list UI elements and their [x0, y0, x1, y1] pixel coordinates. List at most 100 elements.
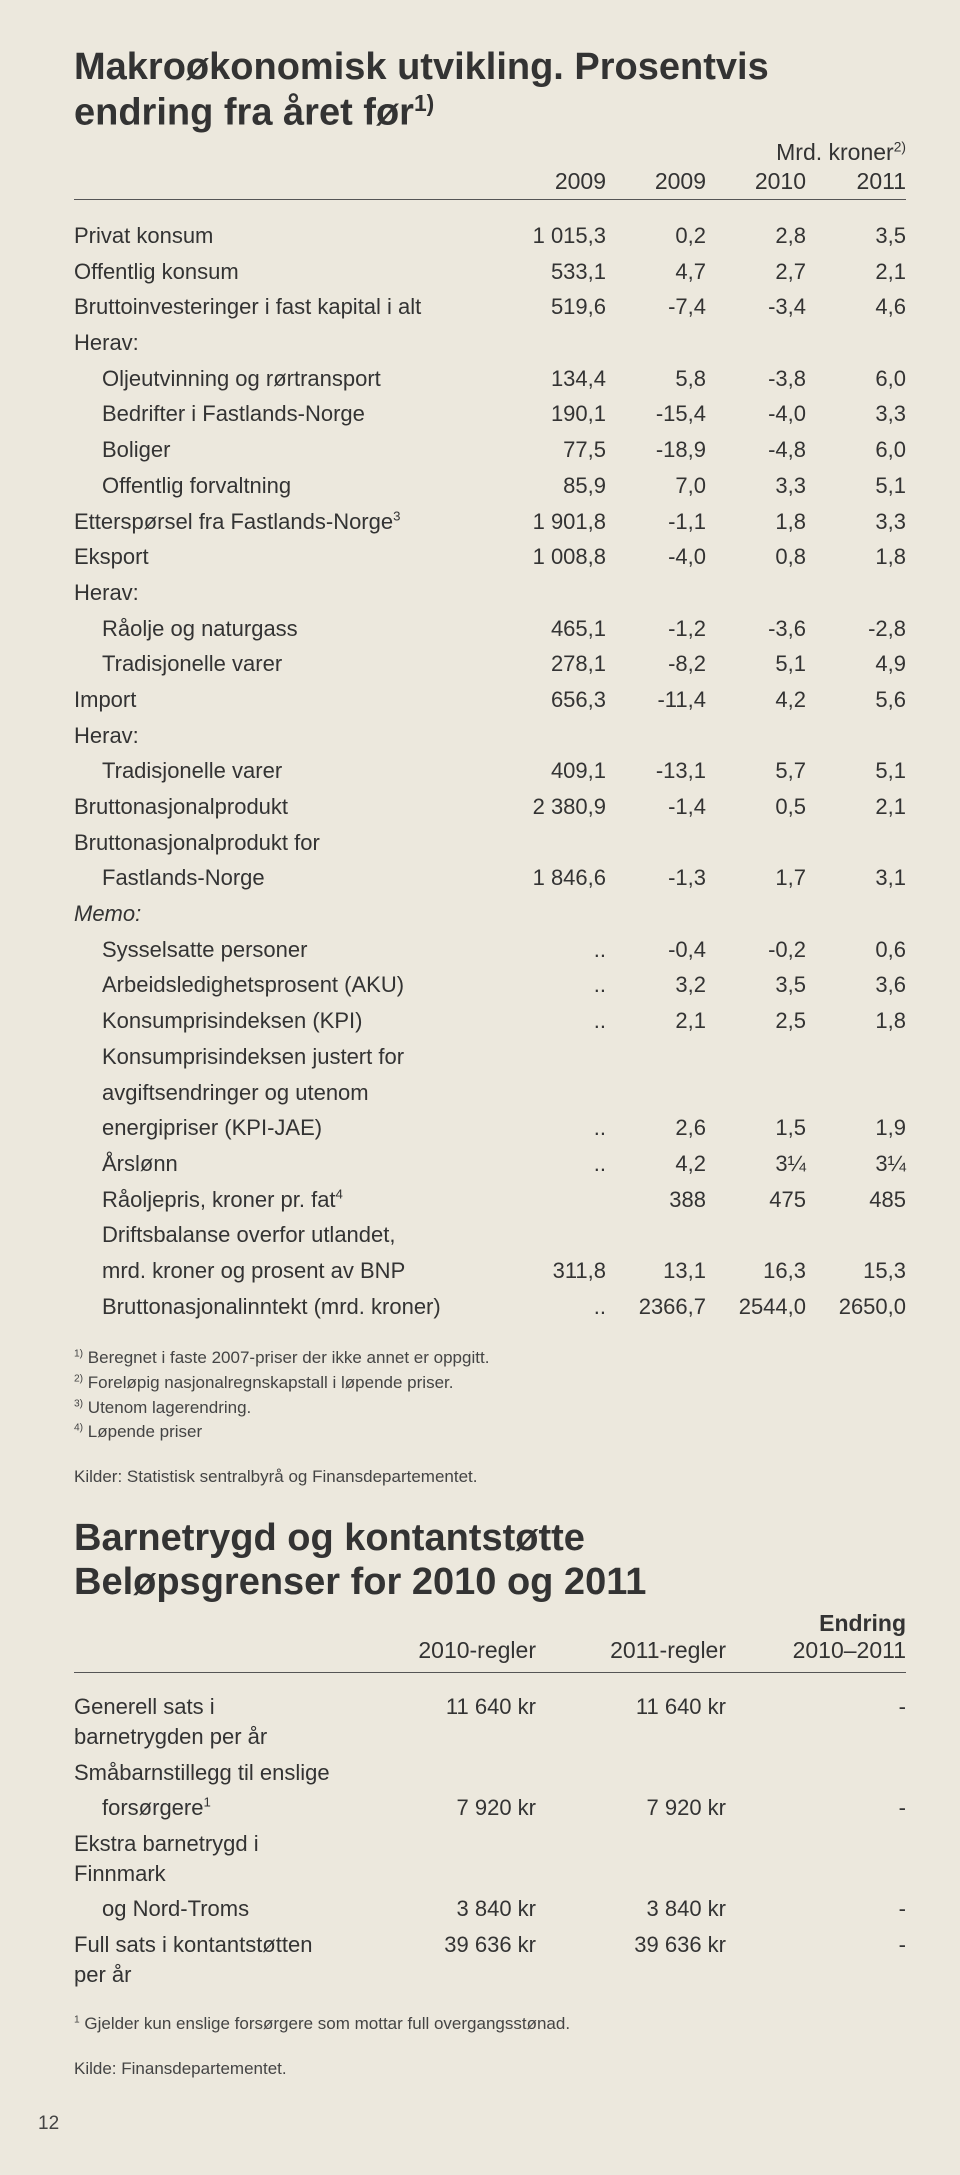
row-value: 0,8: [706, 539, 806, 575]
row-value: -3,6: [706, 611, 806, 647]
col-header: Mrd. kroner2): [776, 139, 906, 166]
row-value: 6,0: [806, 361, 906, 397]
table-row: Driftsbalanse overfor utlandet,: [74, 1217, 906, 1253]
row-value: [806, 718, 906, 754]
table-row: forsørgere17 920 kr7 920 kr-: [74, 1790, 906, 1826]
table-row: Import656,3-11,44,25,6: [74, 682, 906, 718]
table-row: Småbarnstillegg til enslige: [74, 1755, 906, 1791]
table-row: Offentlig forvaltning85,97,03,35,1: [74, 468, 906, 504]
row-value: 388: [606, 1182, 706, 1218]
row-value: [506, 1075, 606, 1111]
section1-rule: [74, 199, 906, 200]
row-value: 0,2: [606, 218, 706, 254]
section2-header-cols: 2010-regler 2011-regler 2010–2011: [74, 1637, 906, 1664]
row-value: -8,2: [606, 646, 706, 682]
row-label: Bruttonasjonalprodukt: [74, 789, 506, 825]
row-value: [506, 1217, 606, 1253]
row-value: 5,1: [706, 646, 806, 682]
row-value: 1 901,8: [506, 504, 606, 540]
row-value: 1,8: [806, 1003, 906, 1039]
title-line2: endring fra året før: [74, 91, 414, 133]
row-label: Konsumprisindeksen (KPI): [74, 1003, 506, 1039]
row-value: [536, 1755, 726, 1791]
row-value: [706, 825, 806, 861]
row-value: -15,4: [606, 396, 706, 432]
row-value: [726, 1826, 906, 1891]
row-value: 7 920 kr: [346, 1790, 536, 1826]
row-value: [806, 1039, 906, 1075]
row-label: Driftsbalanse overfor utlandet,: [74, 1217, 506, 1253]
row-value: [806, 825, 906, 861]
row-value: -7,4: [606, 289, 706, 325]
table-row: Full sats i kontantstøtten per år39 636 …: [74, 1927, 906, 1992]
row-label: Råoljepris, kroner pr. fat4: [74, 1182, 506, 1218]
row-value: 2,1: [606, 1003, 706, 1039]
row-value: [506, 1182, 606, 1218]
row-value: 3,5: [806, 218, 906, 254]
row-value: 278,1: [506, 646, 606, 682]
row-value: ..: [506, 1289, 606, 1325]
section2-source: Kilde: Finansdepartementet.: [74, 2059, 906, 2079]
row-value: 519,6: [506, 289, 606, 325]
row-value: -4,8: [706, 432, 806, 468]
section1-table: Privat konsum1 015,30,22,83,5Offentlig k…: [74, 218, 906, 1324]
section1-footnotes: 1) Beregnet i faste 2007-priser der ikke…: [74, 1346, 906, 1445]
row-value: 1,7: [706, 860, 806, 896]
row-label: mrd. kroner og prosent av BNP: [74, 1253, 506, 1289]
row-value: ..: [506, 1003, 606, 1039]
row-value: [706, 1217, 806, 1253]
table-row: Ekstra barnetrygd i Finnmark: [74, 1826, 906, 1891]
row-label: Import: [74, 682, 506, 718]
row-label: Tradisjonelle varer: [74, 646, 506, 682]
table-row: Herav:: [74, 325, 906, 361]
row-value: -1,4: [606, 789, 706, 825]
year-cell: 2011: [806, 168, 906, 195]
row-value: 656,3: [506, 682, 606, 718]
row-value: [806, 575, 906, 611]
row-value: [606, 325, 706, 361]
row-label: Eksport: [74, 539, 506, 575]
row-value: 3¼: [806, 1146, 906, 1182]
row-value: [706, 575, 806, 611]
row-value: 5,1: [806, 468, 906, 504]
row-value: [726, 1755, 906, 1791]
table-row: Arbeidsledighetsprosent (AKU)..3,23,53,6: [74, 967, 906, 1003]
table-row: Tradisjonelle varer278,1-8,25,14,9: [74, 646, 906, 682]
table-row: Fastlands-Norge1 846,6-1,31,73,1: [74, 860, 906, 896]
row-value: 5,6: [806, 682, 906, 718]
row-value: -3,8: [706, 361, 806, 397]
row-value: 1,8: [706, 504, 806, 540]
section2-footnote: 1 Gjelder kun enslige forsørgere som mot…: [74, 2012, 906, 2037]
row-label: Ekstra barnetrygd i Finnmark: [74, 1826, 346, 1891]
row-label: Småbarnstillegg til enslige: [74, 1755, 346, 1791]
table-row: Tradisjonelle varer409,1-13,15,75,1: [74, 753, 906, 789]
row-value: 39 636 kr: [536, 1927, 726, 1992]
row-value: 4,9: [806, 646, 906, 682]
row-label: energipriser (KPI-JAE): [74, 1110, 506, 1146]
table-row: Råolje og naturgass465,1-1,2-3,6-2,8: [74, 611, 906, 647]
row-value: 2,1: [806, 789, 906, 825]
row-value: 311,8: [506, 1253, 606, 1289]
footnote-line: 3) Utenom lagerendring.: [74, 1396, 906, 1421]
section1-years-row: 2009 2009 2010 2011: [74, 168, 906, 195]
row-value: 3,3: [806, 396, 906, 432]
row-value: 3 840 kr: [536, 1891, 726, 1927]
row-value: -11,4: [606, 682, 706, 718]
row-value: 16,3: [706, 1253, 806, 1289]
row-value: 6,0: [806, 432, 906, 468]
row-value: 1,8: [806, 539, 906, 575]
row-value: 2,5: [706, 1003, 806, 1039]
row-value: [606, 825, 706, 861]
footnote-line: 4) Løpende priser: [74, 1420, 906, 1445]
row-label: Memo:: [74, 896, 506, 932]
table-row: avgiftsendringer og utenom: [74, 1075, 906, 1111]
row-label: Generell sats i barnetrygden per år: [74, 1689, 346, 1754]
row-value: 2 380,9: [506, 789, 606, 825]
table-row: Etterspørsel fra Fastlands-Norge31 901,8…: [74, 504, 906, 540]
year-cell: 2010: [706, 168, 806, 195]
row-label: Bedrifter i Fastlands-Norge: [74, 396, 506, 432]
row-label: Bruttonasjonalprodukt for: [74, 825, 506, 861]
footnote-line: 2) Foreløpig nasjonalregnskapstall i løp…: [74, 1371, 906, 1396]
row-value: 5,7: [706, 753, 806, 789]
row-value: [506, 1039, 606, 1075]
